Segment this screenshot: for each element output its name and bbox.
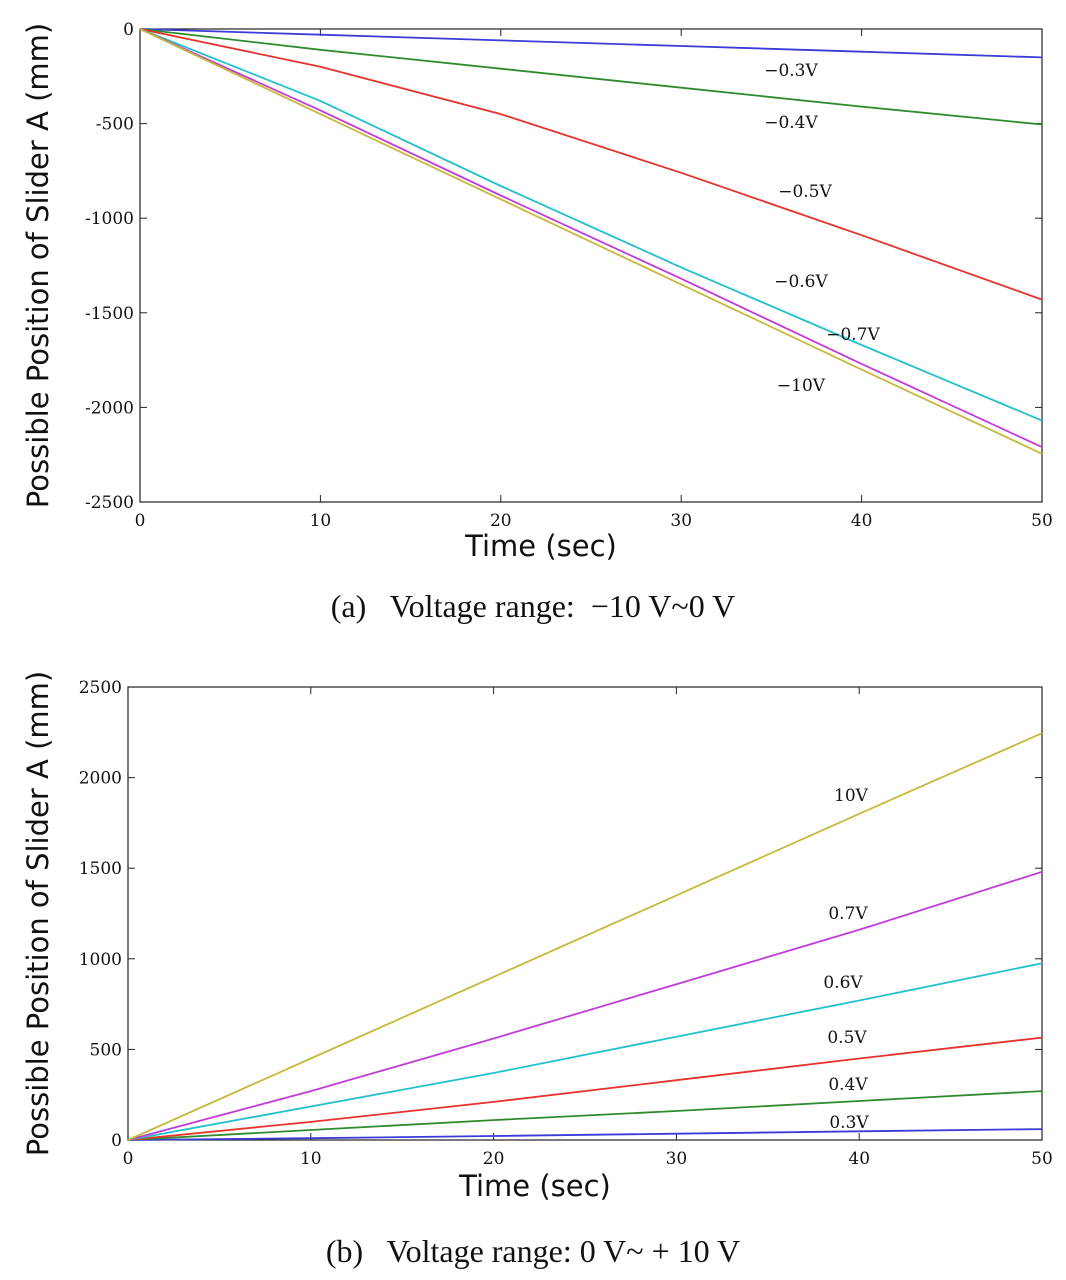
- series-line-0: [127, 1128, 1043, 1141]
- y-tick-label: 1000: [79, 950, 122, 970]
- x-tick-label: 30: [666, 1149, 688, 1169]
- series-label: 0.3V: [829, 1113, 869, 1133]
- y-tick-label: -2000: [85, 398, 134, 418]
- x-axis-title: Time (sec): [458, 1169, 611, 1203]
- y-tick-label: 500: [90, 1040, 122, 1060]
- series-label: 0.7V: [828, 904, 868, 924]
- series-label: −0.7V: [826, 325, 880, 345]
- y-tick-label: -1500: [85, 304, 134, 324]
- series-label: 10V: [834, 786, 869, 806]
- series-label: −10V: [777, 376, 826, 396]
- y-tick-label: -500: [96, 115, 134, 135]
- x-tick-label: 40: [851, 511, 873, 531]
- x-tick-label: 0: [135, 511, 146, 531]
- y-axis-title: Possible Position of Slider A (mm): [21, 671, 55, 1156]
- figure-caption: (b) Voltage range: 0 V~ + 10 V: [326, 1233, 740, 1269]
- series-line-5: [139, 28, 1043, 455]
- series-label: −0.3V: [764, 61, 818, 81]
- chart-panel-b: 0 10 20 30 40 50050010001500200025000.3V0.4V0…: [21, 671, 1053, 1269]
- chart-panel-a: 0 10 20 30 40 50 0 -500 -1000 -1500 -2000 -2500 −0.3…: [21, 20, 1053, 624]
- series-label: −0.4V: [764, 113, 818, 133]
- series-line-0: [139, 28, 1043, 59]
- series-line-1: [127, 1090, 1043, 1141]
- series-label: −0.5V: [778, 182, 832, 202]
- x-tick-label: 40: [848, 1149, 870, 1169]
- x-tick-label: 10: [300, 1149, 322, 1169]
- x-tick-label: 20: [483, 1149, 505, 1169]
- x-tick-label: 50: [1031, 1149, 1053, 1169]
- series-line-2: [139, 28, 1043, 301]
- x-tick-label: 0: [123, 1149, 134, 1169]
- series-line-5: [127, 732, 1043, 1141]
- y-tick-label: 0: [123, 20, 134, 40]
- x-tick-label: 10: [310, 511, 332, 531]
- series-label: 0.4V: [828, 1075, 868, 1095]
- series-line-1: [139, 28, 1043, 126]
- series-line-4: [127, 870, 1043, 1141]
- series-line-3: [127, 962, 1043, 1141]
- series-line-3: [139, 28, 1043, 422]
- y-tick-label: 0: [111, 1131, 122, 1151]
- y-tick-label: 2000: [79, 769, 122, 789]
- series-line-2: [127, 1036, 1043, 1141]
- x-axis-title: Time (sec): [464, 529, 617, 563]
- figure-caption: (a) Voltage range: −10 V~0 V: [331, 588, 735, 624]
- y-tick-label: 2500: [79, 678, 122, 698]
- series-label: 0.6V: [823, 973, 863, 993]
- plot-frame: [127, 686, 1043, 1141]
- series-label: −0.6V: [774, 272, 828, 292]
- x-tick-label: 50: [1031, 511, 1053, 531]
- series-line-4: [139, 28, 1043, 448]
- y-tick-label: -2500: [85, 493, 134, 513]
- y-tick-label: -1000: [85, 209, 134, 229]
- y-axis-title: Possible Position of Slider A (mm): [21, 23, 55, 508]
- plot-frame: [139, 28, 1043, 503]
- x-tick-label: 30: [670, 511, 692, 531]
- y-tick-label: 1500: [79, 859, 122, 879]
- x-tick-label: 20: [490, 511, 512, 531]
- series-label: 0.5V: [827, 1028, 867, 1048]
